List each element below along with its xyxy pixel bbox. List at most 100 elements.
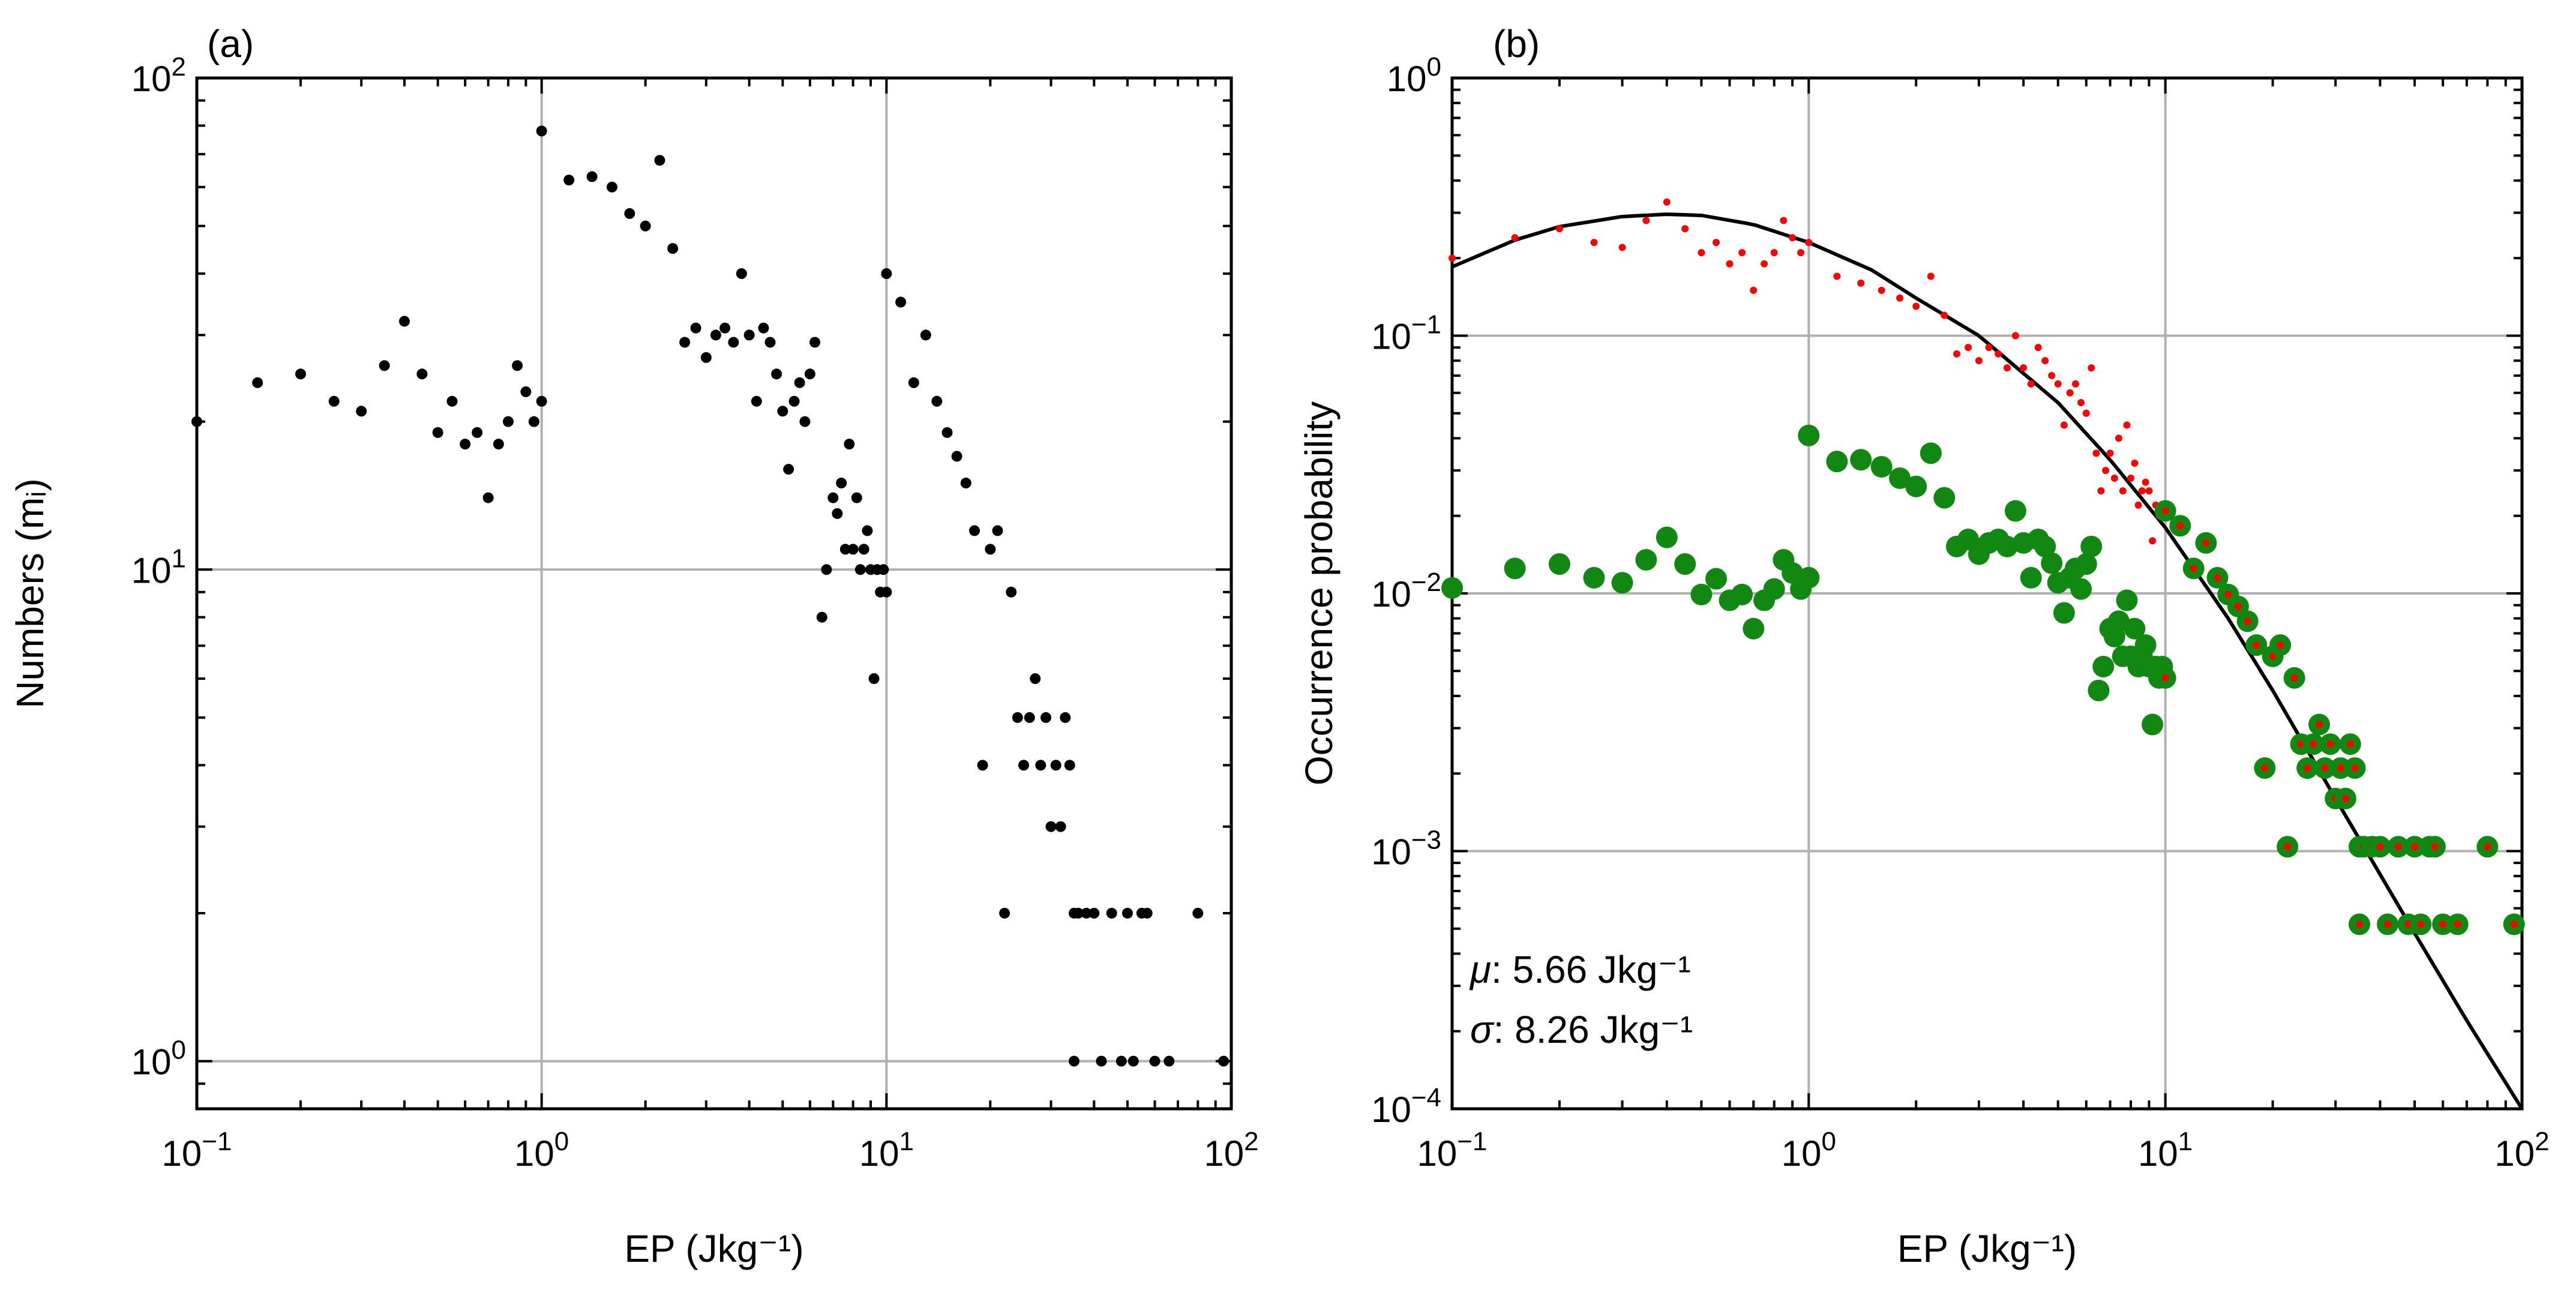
data-point <box>799 416 811 427</box>
series-counts <box>191 125 1229 1067</box>
data-point <box>482 492 494 503</box>
data-point <box>719 322 731 334</box>
data-point <box>2075 553 2097 575</box>
series-red <box>1449 198 2169 545</box>
data-point <box>1040 712 1052 723</box>
data-point <box>432 427 443 438</box>
data-point <box>1127 1055 1139 1067</box>
data-point <box>1018 760 1030 771</box>
data-point <box>1674 553 1696 575</box>
data-point <box>1060 712 1071 723</box>
x-tick-label: 10−1 <box>162 1127 232 1174</box>
data-point <box>1024 712 1035 723</box>
data-point-overlay <box>2269 652 2277 660</box>
data-point-overlay <box>2316 721 2323 728</box>
data-point <box>858 544 869 555</box>
data-point <box>854 564 866 575</box>
data-point <box>1656 526 1678 548</box>
data-point <box>1782 562 1804 584</box>
data-point-overlay <box>2261 764 2269 772</box>
data-point <box>1905 475 1927 497</box>
data-point <box>520 386 532 397</box>
data-point <box>1642 217 1650 224</box>
data-point <box>1770 249 1778 257</box>
x-tick-label: 100 <box>1782 1127 1836 1174</box>
data-point <box>1192 907 1204 919</box>
data-point-overlay <box>2176 522 2184 530</box>
data-point-overlay <box>2346 740 2354 748</box>
data-point <box>1030 673 1041 685</box>
data-point <box>751 395 762 407</box>
data-point <box>908 377 919 388</box>
data-point <box>2066 389 2074 397</box>
y-tick-label: 10−4 <box>1371 1083 1441 1130</box>
data-point <box>1064 760 1075 771</box>
data-point <box>1012 712 1023 723</box>
data-point <box>2060 421 2068 429</box>
data-point <box>2034 344 2042 352</box>
data-point <box>700 352 712 363</box>
data-point <box>999 907 1010 919</box>
data-point-overlay <box>2161 507 2169 515</box>
data-point <box>512 360 523 371</box>
data-point <box>2027 380 2035 388</box>
data-point <box>931 395 943 407</box>
data-point <box>809 337 821 348</box>
data-point <box>847 544 859 555</box>
data-point <box>2102 467 2110 475</box>
data-point <box>1995 350 2002 358</box>
data-point <box>1826 451 1848 473</box>
x-tick-label: 100 <box>514 1127 569 1174</box>
x-tick-label: 102 <box>2494 1127 2549 1174</box>
data-point <box>1081 907 1092 919</box>
data-point <box>1050 760 1061 771</box>
panel-label: (b) <box>1493 22 1540 65</box>
data-point <box>920 329 931 341</box>
data-point-overlay <box>2284 843 2292 851</box>
data-point <box>951 451 962 462</box>
data-point <box>2134 501 2142 509</box>
data-point <box>1698 249 1705 257</box>
data-point <box>969 525 980 536</box>
data-point <box>1805 239 1813 247</box>
data-point <box>2088 364 2095 372</box>
data-point-overlay <box>2417 920 2425 928</box>
data-point <box>728 337 739 348</box>
data-point <box>1713 239 1720 247</box>
data-point <box>2070 578 2092 600</box>
data-point-overlay <box>2484 843 2491 851</box>
data-point <box>758 322 769 334</box>
data-point-overlay <box>2351 764 2359 772</box>
data-point <box>2116 589 2138 611</box>
data-point <box>1833 272 1841 280</box>
data-point <box>2082 409 2090 417</box>
data-point-overlay <box>2290 674 2298 682</box>
data-point <box>1218 1055 1229 1067</box>
y-tick-label: 100 <box>1387 52 1441 99</box>
data-point <box>654 155 665 166</box>
data-point <box>679 337 691 348</box>
x-tick-label: 102 <box>1204 1127 1258 1174</box>
data-point <box>1663 198 1671 206</box>
data-point <box>295 368 306 380</box>
data-point <box>862 525 873 536</box>
data-point <box>1035 760 1046 771</box>
annotation: σ: 8.26 Jkg⁻¹ <box>1470 1008 1693 1051</box>
data-point-overlay <box>2326 740 2334 748</box>
data-point <box>1611 572 1633 594</box>
data-point-overlay <box>2224 590 2232 598</box>
data-point <box>586 171 598 182</box>
data-point <box>832 508 843 519</box>
data-point <box>2119 487 2127 495</box>
data-point-overlay <box>2341 794 2349 802</box>
data-point <box>640 220 651 232</box>
data-point <box>1912 302 1920 310</box>
data-point <box>1985 344 1993 352</box>
data-point <box>328 395 340 407</box>
data-point <box>2080 535 2103 557</box>
panel-label: (a) <box>207 22 254 65</box>
data-point <box>764 337 776 348</box>
data-point <box>2041 552 2063 574</box>
data-point <box>2004 500 2026 522</box>
